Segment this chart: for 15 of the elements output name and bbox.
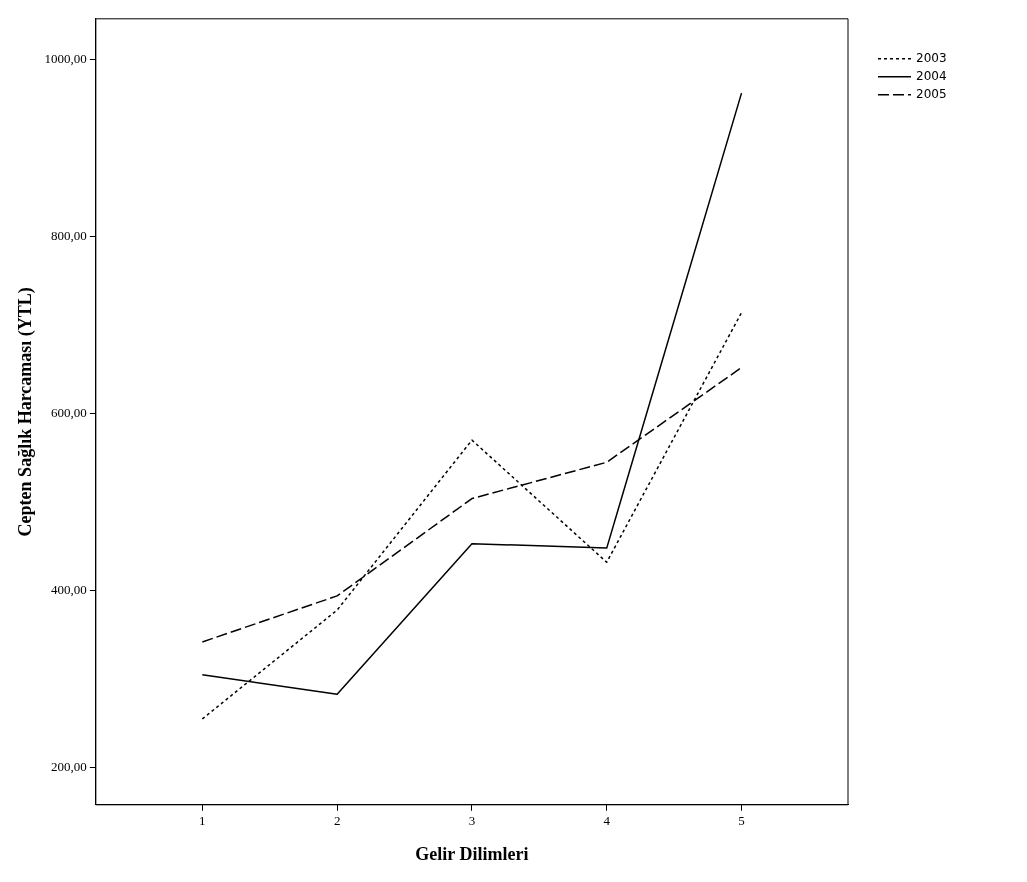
- y-tick-label: 200,00: [51, 759, 87, 775]
- y-axis-title: Cepten Sağlık Harcaması (YTL): [15, 287, 37, 537]
- legend-label: 2005: [916, 86, 947, 101]
- x-tick-label: 4: [603, 813, 611, 829]
- y-tick-label: 400,00: [51, 582, 87, 598]
- x-axis-title: Gelir Dilimleri: [415, 843, 529, 864]
- x-tick-label: 2: [333, 813, 341, 829]
- x-tick-label: 5: [738, 813, 745, 829]
- x-tick-label: 1: [199, 813, 206, 829]
- y-tick-label: 600,00: [51, 404, 87, 420]
- legend-label: 2004: [916, 68, 947, 83]
- legend-label: 2003: [916, 50, 947, 65]
- y-tick-label: 1000,00: [44, 50, 87, 66]
- x-tick-label: 3: [468, 813, 476, 829]
- y-tick-label: 800,00: [51, 227, 87, 243]
